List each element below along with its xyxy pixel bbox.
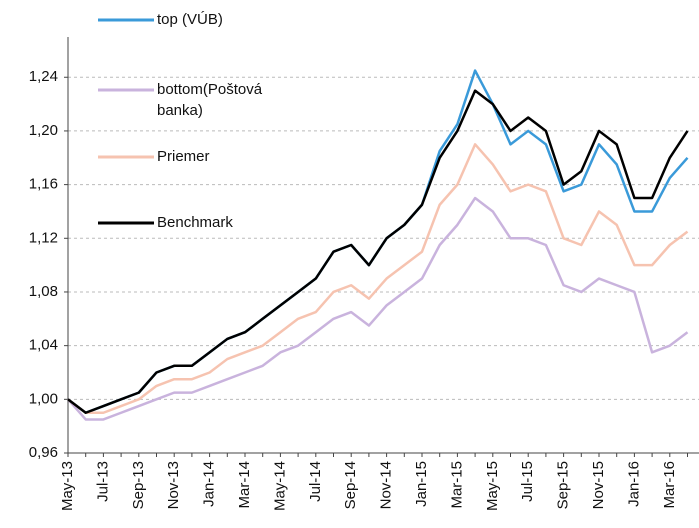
x-tick-label: Mar-16 [661, 461, 678, 509]
y-tick-label: 1,16 [29, 176, 58, 193]
y-tick-label: 1,24 [29, 68, 58, 85]
x-tick-label: Nov-13 [165, 461, 182, 509]
x-tick-label: Nov-15 [590, 461, 607, 509]
y-tick-label: 1,04 [29, 337, 58, 354]
y-tick-label: 1,12 [29, 229, 58, 246]
x-tick-label: Jan-14 [201, 461, 218, 507]
legend-label: Priemer [157, 148, 210, 165]
x-tick-label: Jan-16 [625, 461, 642, 507]
x-tick-label: May-14 [271, 461, 288, 511]
x-tick-label: Mar-14 [236, 461, 253, 509]
y-tick-label: 1,08 [29, 283, 58, 300]
series-line [67, 89, 689, 414]
legend-line: bottom(Poštová [157, 81, 263, 98]
x-tick-label: Nov-14 [378, 461, 395, 509]
y-tick-label: 1,00 [29, 390, 58, 407]
x-tick-label: Jul-15 [519, 461, 536, 502]
series-line [67, 69, 689, 414]
legend-line: banka) [157, 102, 203, 119]
y-tick-label: 1,20 [29, 122, 58, 139]
series-line [67, 196, 689, 421]
x-tick-label: Sep-14 [342, 461, 359, 509]
x-tick-label: May-15 [484, 461, 501, 511]
legend-label: bottom(Poštová banka) [157, 81, 263, 119]
x-tick-label: Jul-14 [307, 461, 324, 502]
x-tick-label: Jan-15 [413, 461, 430, 507]
legend-label: top (VÚB) [157, 11, 223, 28]
y-tick-label: 0,96 [29, 444, 58, 461]
x-tick-label: Sep-15 [555, 461, 572, 509]
legend-label: Benchmark [157, 214, 233, 231]
x-tick-label: Sep-13 [130, 461, 147, 509]
x-tick-label: Mar-15 [448, 461, 465, 509]
x-tick-label: May-13 [59, 461, 76, 511]
x-tick-label: Jul-13 [94, 461, 111, 502]
series-line [67, 143, 689, 414]
